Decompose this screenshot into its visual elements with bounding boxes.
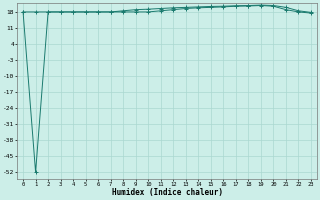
X-axis label: Humidex (Indice chaleur): Humidex (Indice chaleur) xyxy=(111,188,222,197)
